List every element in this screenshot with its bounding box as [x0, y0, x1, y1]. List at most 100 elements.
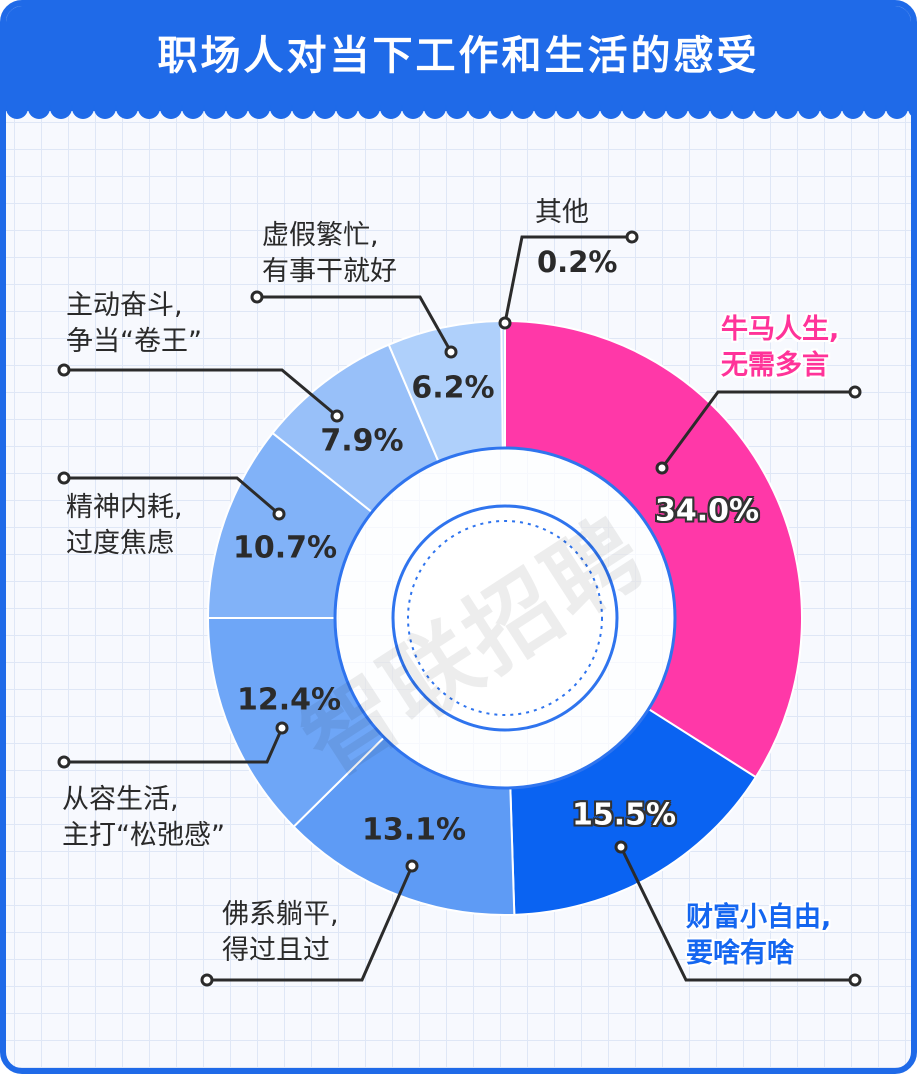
- label-slice-4-line1: 精神内耗,: [66, 492, 183, 523]
- label-slice-1: 财富小自由, 要啥有啥: [686, 900, 831, 972]
- value-label-slice-1: 15.5%: [571, 797, 677, 833]
- leader-dot-inner-slice-1: [614, 840, 628, 854]
- scallop-bump: [336, 105, 358, 119]
- leader-dot-outer-slice-2: [200, 973, 214, 987]
- leader-line-slice-2: [207, 865, 414, 982]
- label-slice-3-line2: 主打“松弛感”: [62, 820, 225, 851]
- label-slice-4-line2: 过度焦虑: [66, 528, 174, 559]
- label-slice-3: 从容生活, 主打“松弛感”: [62, 782, 225, 854]
- leader-dot-outer-slice-0: [848, 385, 862, 399]
- inner-band-border: [333, 446, 677, 790]
- label-slice-0: 牛马人生, 无需多言: [721, 312, 839, 384]
- header-scallop-edge: [6, 105, 911, 119]
- scallop-bump: [94, 105, 116, 119]
- scallop-bump: [402, 105, 424, 119]
- scallop-bump: [534, 105, 556, 119]
- scallop-bump: [908, 105, 911, 116]
- scallop-bump: [314, 105, 336, 119]
- leader-dot-inner-slice-3: [275, 721, 289, 735]
- scallop-bump: [6, 105, 28, 119]
- leader-dot-inner-slice-5: [330, 409, 344, 423]
- value-label-slice-5: 7.9%: [320, 423, 404, 459]
- scallop-bump: [248, 105, 270, 119]
- scallop-bump: [226, 105, 248, 119]
- chart-title: 职场人对当下工作和生活的感受: [157, 33, 760, 79]
- leader-line-slice-6: [257, 295, 453, 353]
- scallop-bump: [666, 105, 688, 119]
- value-label-slice-4: 10.7%: [232, 530, 338, 566]
- label-slice-0-line1: 牛马人生,: [721, 314, 840, 345]
- scallop-bump: [710, 105, 732, 119]
- leader-dot-inner-slice-0: [655, 461, 669, 475]
- label-slice-4: 精神内耗, 过度焦虑: [66, 490, 183, 562]
- scallop-bump: [512, 105, 534, 119]
- scallop-bump: [644, 105, 666, 119]
- scallop-bump: [160, 105, 182, 119]
- leader-dot-outer-slice-1: [848, 973, 862, 987]
- leader-dot-outer-slice-7: [625, 230, 639, 244]
- scallop-bump: [358, 105, 380, 119]
- center-dotted-ring: [407, 520, 603, 716]
- leader-line-slice-1: [619, 846, 855, 982]
- leader-line-slice-7: [503, 235, 632, 324]
- leader-dot-inner-slice-4: [272, 507, 286, 521]
- value-label-slice-7: 0.2%: [537, 245, 618, 279]
- label-slice-7: 其他: [535, 195, 589, 231]
- label-slice-5-line2: 争当“卷王”: [66, 326, 202, 357]
- value-label-slice-2: 13.1%: [361, 812, 467, 848]
- scallop-bump: [886, 105, 908, 119]
- center-disc: [391, 504, 619, 732]
- scallop-bump: [798, 105, 820, 119]
- leader-dot-outer-slice-4: [57, 471, 71, 485]
- leader-line-slice-0: [660, 390, 855, 469]
- leader-dot-outer-slice-3: [57, 755, 71, 769]
- label-slice-7-line1: 其他: [535, 197, 589, 228]
- slice-7: [500, 319, 506, 450]
- scallop-bump: [732, 105, 754, 119]
- scallop-bump: [688, 105, 710, 119]
- leader-line-slice-3: [64, 727, 284, 764]
- value-label-slice-6: 6.2%: [411, 370, 495, 406]
- scallop-bump: [28, 105, 50, 119]
- label-slice-2-line2: 得过且过: [222, 935, 330, 966]
- leader-dot-inner-slice-6: [444, 345, 458, 359]
- label-slice-6-line1: 虚假繁忙,: [262, 220, 379, 251]
- label-slice-2-line1: 佛系躺平,: [222, 899, 339, 930]
- label-slice-6: 虚假繁忙, 有事干就好: [262, 218, 397, 290]
- leader-dot-outer-slice-5: [57, 363, 71, 377]
- label-slice-0-line2: 无需多言: [721, 350, 829, 381]
- leader-line-slice-4: [64, 476, 280, 516]
- leader-dot-inner-slice-2: [405, 859, 419, 873]
- label-slice-5: 主动奋斗, 争当“卷王”: [66, 288, 202, 360]
- scallop-bump: [424, 105, 446, 119]
- leader-dot-outer-slice-6: [250, 290, 264, 304]
- label-slice-5-line1: 主动奋斗,: [66, 290, 183, 321]
- scallop-bump: [50, 105, 72, 119]
- scallop-bump: [182, 105, 204, 119]
- scallop-bump: [380, 105, 402, 119]
- label-slice-2: 佛系躺平, 得过且过: [222, 897, 339, 969]
- label-slice-6-line2: 有事干就好: [262, 256, 397, 287]
- header-band: [6, 6, 911, 111]
- label-slice-1-line2: 要啥有啥: [686, 938, 794, 969]
- scallop-bump: [138, 105, 160, 119]
- scallop-bump: [754, 105, 776, 119]
- scallop-bump: [490, 105, 512, 119]
- scallop-bump: [116, 105, 138, 119]
- scallop-bump: [556, 105, 578, 119]
- scallop-bump: [578, 105, 600, 119]
- label-slice-1-line1: 财富小自由,: [686, 902, 832, 933]
- scallop-bump: [842, 105, 864, 119]
- scallop-bump: [270, 105, 292, 119]
- scallop-bump: [776, 105, 798, 119]
- scallop-bump: [446, 105, 468, 119]
- scallop-bump: [468, 105, 490, 119]
- scallop-bump: [864, 105, 886, 119]
- scallop-bump: [622, 105, 644, 119]
- scallop-bump: [292, 105, 314, 119]
- label-slice-3-line1: 从容生活,: [62, 784, 179, 815]
- scallop-bump: [72, 105, 94, 119]
- scallop-bump: [600, 105, 622, 119]
- leader-line-slice-5: [64, 368, 338, 418]
